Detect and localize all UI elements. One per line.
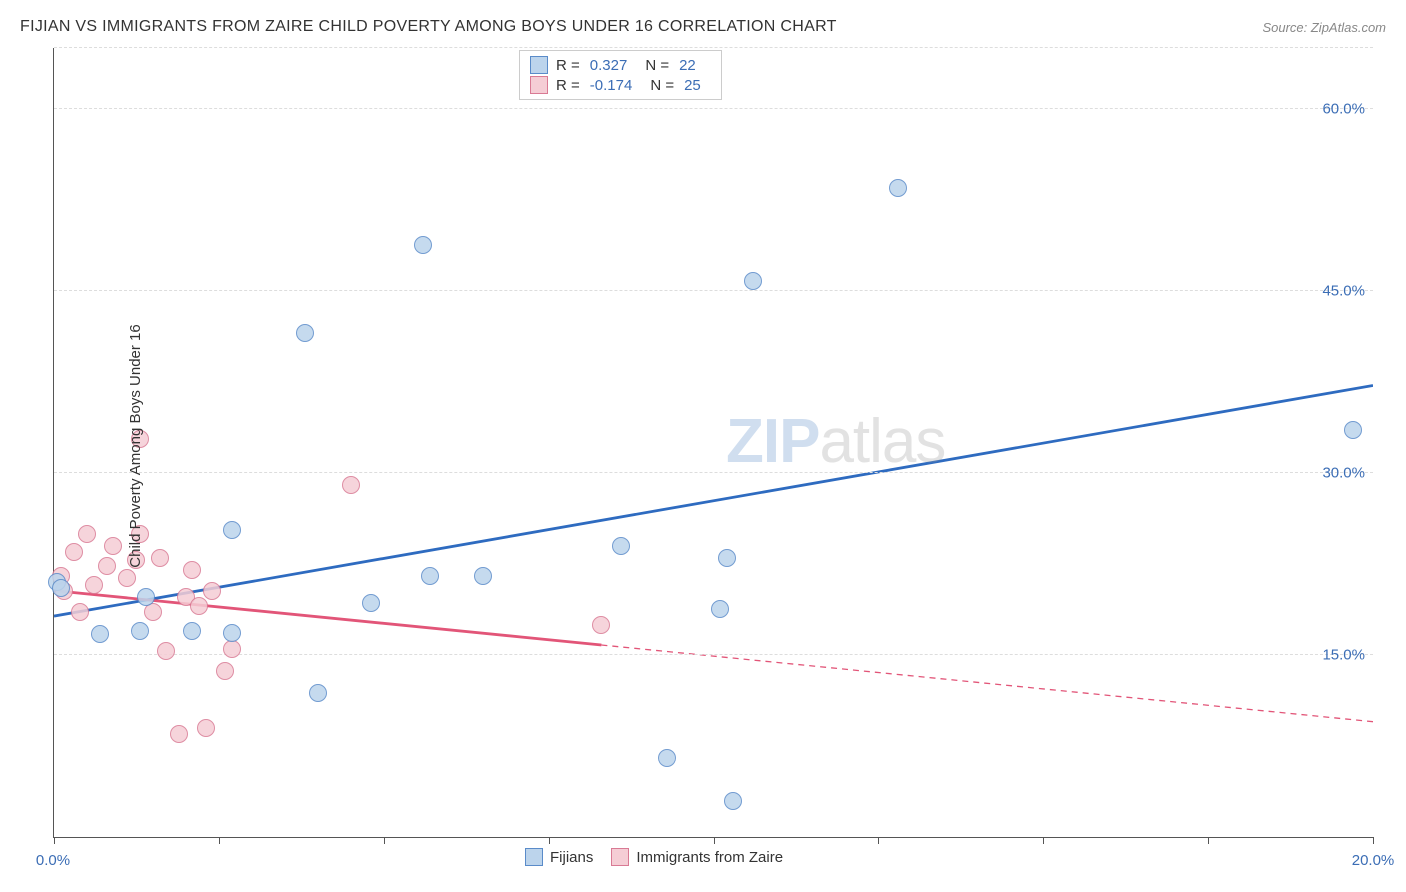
fijians-point [612,537,630,555]
legend-n-value: 22 [679,57,696,74]
title-bar: FIJIAN VS IMMIGRANTS FROM ZAIRE CHILD PO… [20,18,1386,36]
fijians-point [183,622,201,640]
zaire-point [78,525,96,543]
legend-n-value: 25 [684,77,701,94]
zaire-point [151,549,169,567]
x-tick-label: 20.0% [1352,852,1395,869]
zaire-point [216,662,234,680]
zaire-point [65,543,83,561]
y-axis-label: Child Poverty Among Boys Under 16 [127,324,144,567]
fijians-point [1344,421,1362,439]
y-tick-label: 30.0% [1322,464,1365,481]
fijians-point [223,521,241,539]
series-legend-label: Fijians [550,849,593,866]
series-legend-item: Fijians [525,848,593,866]
x-tick [878,837,879,844]
legend-n-label: N = [645,57,669,74]
fijians-point [309,684,327,702]
plot-area: 15.0% 30.0% 45.0% 60.0% ZIPatlas [53,48,1373,838]
fijians-point [889,179,907,197]
legend-r-value: 0.327 [590,57,628,74]
legend-r-label: R = [556,77,580,94]
correlation-legend: R = 0.327 N = 22 R = -0.174 N = 25 [519,50,722,100]
gridline-h [54,108,1373,109]
zaire-point [342,476,360,494]
zaire-point [592,616,610,634]
watermark: ZIPatlas [726,406,945,477]
fijians-point [658,749,676,767]
x-tick [219,837,220,844]
correlation-legend-row: R = -0.174 N = 25 [530,75,711,95]
legend-swatch [530,56,548,74]
zaire-point [144,603,162,621]
zaire-point [203,582,221,600]
fijians-point [718,549,736,567]
fijians-point [421,567,439,585]
x-tick [714,837,715,844]
x-tick [1043,837,1044,844]
x-tick [54,837,55,844]
zaire-point [85,576,103,594]
legend-swatch [611,848,629,866]
series-legend-label: Immigrants from Zaire [636,849,783,866]
gridline-h [54,472,1373,473]
legend-r-value: -0.174 [590,77,633,94]
fijians-point [724,792,742,810]
zaire-point [183,561,201,579]
correlation-legend-row: R = 0.327 N = 22 [530,55,711,75]
fijians-point [296,324,314,342]
x-tick-label: 0.0% [36,852,70,869]
gridline-h [54,654,1373,655]
gridline-h [54,290,1373,291]
series-legend-item: Immigrants from Zaire [611,848,783,866]
zaire-point [190,597,208,615]
x-tick [1208,837,1209,844]
series-legend: Fijians Immigrants from Zaire [525,848,783,866]
zaire-point [71,603,89,621]
zaire-point [157,642,175,660]
y-tick-label: 45.0% [1322,282,1365,299]
chart-title: FIJIAN VS IMMIGRANTS FROM ZAIRE CHILD PO… [20,18,837,36]
gridline-h [54,47,1373,48]
source-label: Source: ZipAtlas.com [1262,20,1386,35]
fijians-point [91,625,109,643]
fijians-point [474,567,492,585]
fijians-point [711,600,729,618]
fijians-point [137,588,155,606]
zaire-point [118,569,136,587]
fijians-point [744,272,762,290]
zaire-point [98,557,116,575]
fijians-point [223,624,241,642]
fijians-point [414,236,432,254]
y-tick-label: 15.0% [1322,646,1365,663]
x-tick [384,837,385,844]
legend-swatch [530,76,548,94]
x-tick [1373,837,1374,844]
fijians-point [131,622,149,640]
trend-lines-layer [54,48,1373,837]
zaire-point [170,725,188,743]
y-tick-label: 60.0% [1322,100,1365,117]
zaire-point [223,640,241,658]
zaire-point [197,719,215,737]
legend-n-label: N = [650,77,674,94]
legend-swatch [525,848,543,866]
fijians-point [52,579,70,597]
zaire-point [104,537,122,555]
fijians-point [362,594,380,612]
x-tick [549,837,550,844]
legend-r-label: R = [556,57,580,74]
